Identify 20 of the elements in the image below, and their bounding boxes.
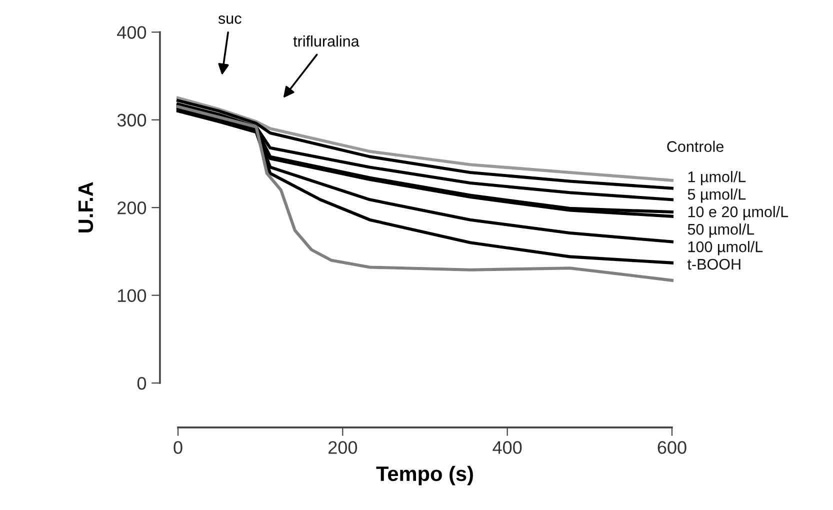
series-label: Controle bbox=[667, 140, 724, 152]
annotation: trifluralina bbox=[293, 35, 360, 47]
text: suc bbox=[218, 15, 242, 24]
y-tick-label: 200 bbox=[118, 202, 146, 214]
series-label: t-BOOH bbox=[687, 258, 740, 270]
y-tick-label: 400 bbox=[117, 26, 146, 39]
x-axis-title: Tempo (s) bbox=[376, 466, 473, 486]
y-axis-title: U.F.A bbox=[78, 182, 94, 232]
series-label: 10 e 20 µmol/L bbox=[688, 206, 788, 220]
series-label: 1 µmol/L bbox=[688, 171, 746, 186]
series-label: 5 µmol/L bbox=[688, 188, 746, 203]
y-tick-label: 300 bbox=[117, 114, 146, 127]
x-tick-label: 0 bbox=[174, 441, 182, 454]
y-tick-label: 100 bbox=[118, 289, 146, 302]
series-label: 100 µmol/L bbox=[688, 240, 763, 256]
y-tick-label: 0 bbox=[137, 376, 146, 390]
x-tick-label: 400 bbox=[492, 441, 522, 454]
x-tick-label: 200 bbox=[328, 441, 358, 454]
x-tick-label: 600 bbox=[658, 441, 686, 454]
series-label: 50 µmol/L bbox=[688, 224, 754, 238]
